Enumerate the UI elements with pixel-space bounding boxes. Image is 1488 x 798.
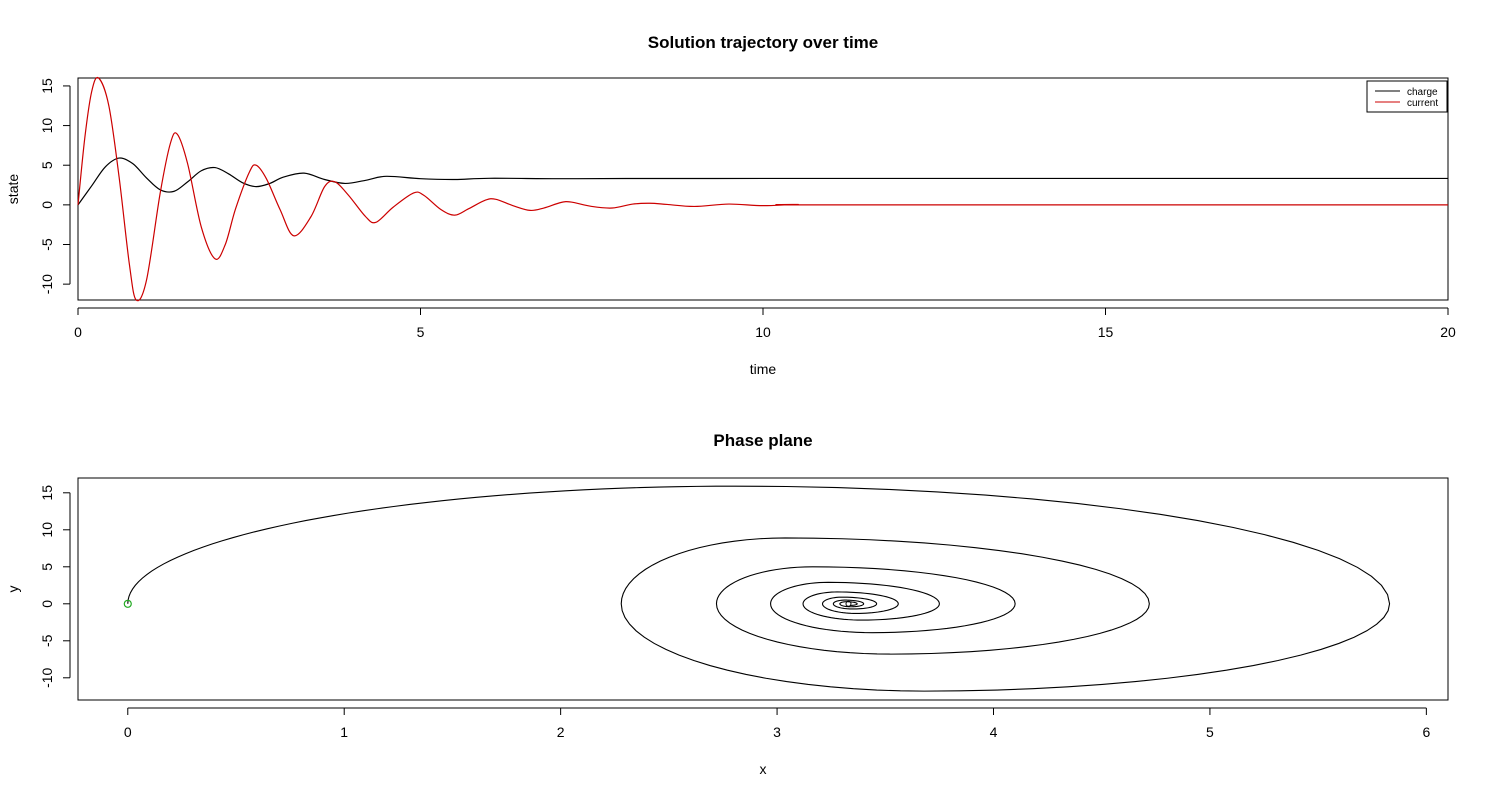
y-tick-label: 0 bbox=[39, 600, 55, 608]
phase-trajectory bbox=[127, 485, 1391, 692]
legend: charge current bbox=[1366, 80, 1448, 113]
y-tick-label: 15 bbox=[39, 485, 55, 501]
y-tick-label: 5 bbox=[39, 563, 55, 571]
chart-title: Solution trajectory over time bbox=[648, 33, 879, 52]
x-tick-label: 5 bbox=[1206, 724, 1214, 740]
series-line-charge bbox=[77, 157, 1448, 206]
x-tick-label: 5 bbox=[417, 324, 425, 340]
y-tick-label: -5 bbox=[39, 238, 55, 251]
trajectory-panel: Solution trajectory over time 0 5 10 15 20 -… bbox=[5, 33, 1456, 377]
x-tick-label: 15 bbox=[1098, 324, 1114, 340]
y-tick-label: -5 bbox=[39, 634, 55, 647]
y-axis-label: y bbox=[5, 586, 21, 593]
y-tick-label: 0 bbox=[39, 201, 55, 209]
x-axis: 0 5 10 15 20 bbox=[74, 307, 1456, 340]
y-axis: -10 -5 0 5 10 15 bbox=[39, 485, 71, 688]
y-tick-label: -10 bbox=[39, 274, 55, 294]
x-axis-label: time bbox=[750, 361, 777, 377]
x-axis: 0 1 2 3 4 5 6 bbox=[124, 707, 1430, 740]
series-line-current bbox=[77, 76, 1449, 302]
y-tick-label: 5 bbox=[39, 161, 55, 169]
y-tick-label: 10 bbox=[39, 522, 55, 538]
x-tick-label: 2 bbox=[557, 724, 565, 740]
series-group bbox=[77, 76, 1449, 302]
x-tick-label: 1 bbox=[340, 724, 348, 740]
x-tick-label: 20 bbox=[1440, 324, 1456, 340]
y-axis-label: state bbox=[5, 174, 21, 205]
x-tick-label: 6 bbox=[1422, 724, 1430, 740]
chart-title: Phase plane bbox=[713, 431, 812, 450]
x-tick-label: 4 bbox=[990, 724, 998, 740]
start-point-marker bbox=[123, 599, 132, 608]
plot-frame bbox=[77, 477, 1449, 701]
phase-plane-panel: Phase plane 0 1 2 3 4 5 6 -10 -5 0 5 10 15 x y bbox=[5, 431, 1449, 777]
legend-box bbox=[1366, 80, 1448, 113]
x-tick-label: 10 bbox=[755, 324, 771, 340]
x-axis-label: x bbox=[760, 761, 767, 777]
plot-frame bbox=[77, 77, 1449, 301]
series-group bbox=[123, 485, 1391, 692]
spiral-center bbox=[845, 600, 852, 607]
x-tick-label: 0 bbox=[74, 324, 82, 340]
y-tick-label: 15 bbox=[39, 78, 55, 94]
y-tick-label: -10 bbox=[39, 667, 55, 687]
legend-label-current: current bbox=[1407, 98, 1438, 109]
y-tick-label: 10 bbox=[39, 118, 55, 134]
x-tick-label: 3 bbox=[773, 724, 781, 740]
y-axis: -10 -5 0 5 10 15 bbox=[39, 78, 71, 294]
x-tick-label: 0 bbox=[124, 724, 132, 740]
legend-label-charge: charge bbox=[1407, 87, 1438, 98]
